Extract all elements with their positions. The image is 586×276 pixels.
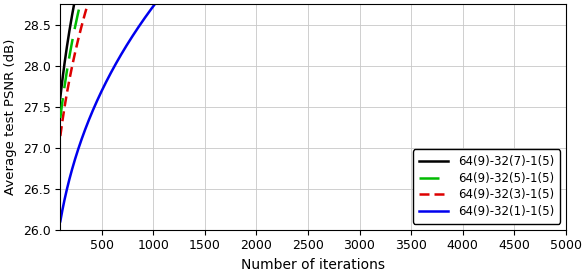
X-axis label: Number of iterations: Number of iterations [241, 258, 385, 272]
64(9)-32(3)-1(5) [57, 134, 64, 138]
Line: 64(9)-32(7)-1(5): 64(9)-32(7)-1(5) [60, 0, 566, 97]
Line: 64(9)-32(3)-1(5): 64(9)-32(3)-1(5) [60, 0, 566, 136]
64(9)-32(1)-1(5) [145, 12, 152, 15]
64(9)-32(1)-1(5) [114, 58, 121, 62]
Legend: 64(9)-32(7)-1(5), 64(9)-32(5)-1(5), 64(9)-32(3)-1(5), 64(9)-32(1)-1(5): 64(9)-32(7)-1(5), 64(9)-32(5)-1(5), 64(9… [413, 149, 560, 224]
64(9)-32(1)-1(5) [57, 220, 64, 223]
64(9)-32(7)-1(5) [57, 96, 64, 99]
Line: 64(9)-32(1)-1(5): 64(9)-32(1)-1(5) [60, 0, 566, 221]
Line: 64(9)-32(5)-1(5): 64(9)-32(5)-1(5) [60, 0, 566, 118]
Y-axis label: Average test PSNR (dB): Average test PSNR (dB) [4, 39, 17, 195]
64(9)-32(5)-1(5) [57, 116, 64, 120]
